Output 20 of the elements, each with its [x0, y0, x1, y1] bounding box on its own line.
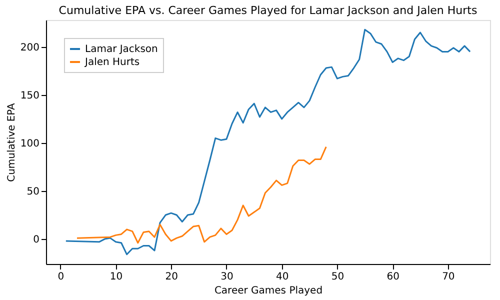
y-tick-label: 200: [20, 42, 40, 54]
x-tick-label: 40: [276, 272, 289, 282]
y-tick-label: 100: [20, 138, 40, 150]
x-tick-label: 60: [386, 272, 400, 282]
legend-label: Lamar Jackson: [85, 44, 158, 55]
x-tick-label: 50: [331, 272, 344, 282]
line-series: [65, 28, 471, 256]
x-tick-label: 0: [58, 272, 64, 282]
line-series: [76, 146, 327, 244]
x-axis-title: Career Games Played: [214, 286, 323, 296]
legend-label: Jalen Hurts: [84, 57, 140, 68]
x-tick-label: 70: [442, 272, 455, 282]
y-tick-label: 0: [33, 234, 40, 246]
y-tick-label: 150: [20, 90, 40, 102]
y-tick-label: 50: [26, 186, 40, 198]
chart-title: Cumulative EPA vs. Career Games Played for Lamar Jackson and Jalen Hurts: [58, 4, 478, 17]
x-tick-label: 10: [110, 272, 123, 282]
y-axis-title: Cumulative EPA: [6, 102, 18, 182]
x-tick-label: 30: [220, 272, 234, 282]
x-tick-label: 20: [165, 272, 178, 282]
